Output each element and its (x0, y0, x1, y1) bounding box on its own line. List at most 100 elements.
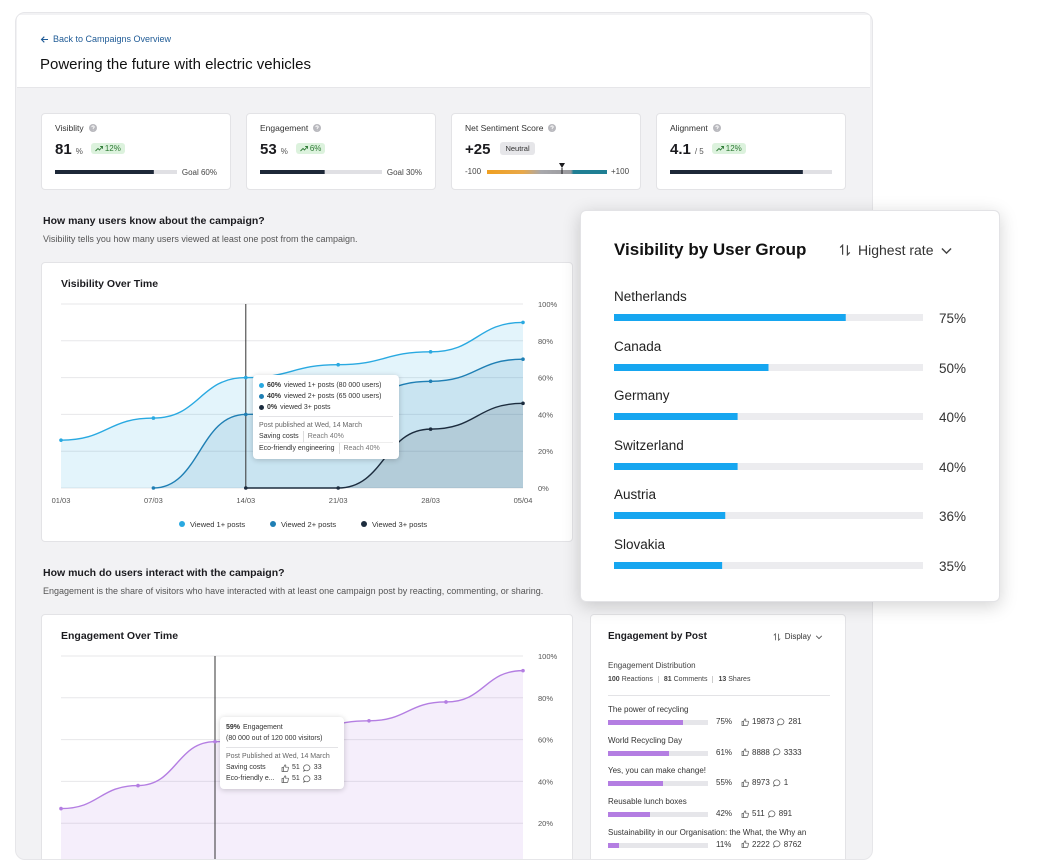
kpi-value-row: 53% 6% (260, 141, 326, 158)
tooltip-swatch (259, 405, 264, 410)
item-likes: 51 (292, 764, 300, 771)
group-name: Slovakia (614, 537, 666, 552)
engagement-chart-card: Engagement Over Time 20% 40% 60% 80% 100% 59% E… (41, 614, 573, 859)
post-bar-fill (608, 781, 663, 787)
comment-icon (773, 779, 781, 787)
tooltip-line: 0% viewed 3+ posts (259, 402, 393, 413)
post-stats: 42% 511 891 (716, 809, 792, 818)
post-value: 11% (716, 839, 732, 849)
legend-swatch (361, 521, 367, 527)
data-point (428, 350, 433, 354)
comment-shape (777, 717, 785, 726)
kpi-value: 4.1 (670, 141, 691, 158)
divider (608, 695, 830, 696)
change-pill: 6% (295, 143, 326, 154)
data-point (521, 357, 525, 361)
comment-icon (768, 810, 776, 818)
x-tick-label: 01/03 (52, 496, 71, 505)
swatch-dot (259, 405, 264, 410)
kpi-value-row: +25 Neutral (465, 141, 535, 158)
post-name: The power of recycling (608, 705, 689, 714)
stat: 13 Shares (712, 676, 755, 683)
like-shape (741, 840, 749, 849)
change-pill: 12% (711, 143, 746, 154)
data-point (151, 486, 156, 490)
section-description: Visibility tells you how many users view… (43, 234, 358, 244)
kpi-label: Visiblity (55, 123, 84, 133)
post-name: Reusable lunch boxes (608, 797, 687, 807)
post-stats: 55% 8973 1 (716, 778, 788, 787)
post-likes: 8888 (752, 747, 770, 757)
like-icon (741, 748, 749, 757)
comment-icon (773, 840, 781, 849)
section-heading: How many users know about the campaign? (43, 215, 265, 227)
chart-title: Visibility Over Time (61, 278, 158, 290)
tooltip-swatch (259, 394, 264, 399)
post-bar (608, 720, 708, 725)
like-icon (741, 779, 749, 787)
kpi-label: Net Sentiment Score (465, 123, 544, 133)
card-title: Visibility by User Group (614, 240, 807, 259)
data-point (336, 486, 341, 490)
display-control[interactable]: Display (773, 632, 823, 641)
kpi-progress (55, 170, 177, 174)
x-tick-label: 07/03 (144, 496, 163, 505)
sort-label: Highest rate (858, 242, 934, 258)
post-bar (608, 750, 708, 756)
group-bar-track (614, 512, 923, 520)
tooltip-item: Eco-friendly engineering Reach 40% (259, 442, 393, 454)
y-tick-label: 60% (538, 374, 553, 383)
scale-max-label: +100 (611, 167, 630, 176)
item-reach: Reach 40% (338, 443, 380, 454)
group-bar-fill (614, 512, 726, 520)
kpi-label: Engagement (260, 123, 309, 133)
help-icon (88, 124, 97, 132)
kpi-value-row: 4.1/ 5 12% (670, 141, 746, 158)
back-arrow-shape (40, 35, 48, 43)
group-name: Switzerland (614, 437, 684, 453)
kpi-label-row: Visiblity (55, 123, 97, 133)
kpi-card: Net Sentiment Score +25 Neutral -100 +100 (451, 113, 641, 190)
group-bar (614, 363, 923, 371)
tooltip-detail: (80 000 out of 120 000 visitors) (226, 735, 323, 742)
legend-label: Viewed 3+ posts (372, 520, 427, 529)
back-link[interactable]: Back to Campaigns Overview (40, 34, 171, 44)
post-stats: 11% 2222 8762 (716, 840, 802, 849)
chart-title: Engagement Over Time (61, 630, 178, 642)
post-likes: 2222 (752, 839, 770, 849)
post-value: 61% (716, 747, 733, 757)
x-tick-label: 21/03 (329, 496, 348, 505)
kpi-unit: / 5 (694, 147, 704, 156)
post-bar-fill (608, 842, 619, 848)
data-point (151, 416, 156, 420)
tooltip-post: Post published at Wed, 14 March (259, 422, 362, 429)
group-bar-fill (614, 413, 738, 421)
y-tick-label: 20% (538, 819, 553, 828)
visibility-chart-card: Visibility Over Time 0% 20% 40% 60% 80% 100% 01… (41, 262, 573, 542)
change-value: 12% (725, 144, 742, 153)
x-tick-label: 14/03 (236, 496, 255, 505)
x-tick-label: 28/03 (421, 496, 440, 505)
tooltip-line: 40% viewed 2+ posts (65 000 users) (259, 391, 393, 402)
kpi-value: 81 (55, 141, 72, 158)
item-likes: 51 (292, 775, 300, 782)
tooltip-value: 0% (267, 404, 278, 411)
kpi-card: Alignment 4.1/ 5 12% (656, 113, 846, 190)
help-icon (712, 124, 721, 132)
trend-icon (94, 146, 103, 152)
chevron-shape (941, 247, 953, 254)
comment-icon (303, 774, 311, 783)
tooltip-text: viewed 2+ posts (65 000 users) (284, 393, 382, 400)
post-bar-fill (608, 750, 669, 756)
sort-icon (839, 244, 851, 256)
tooltip-text: viewed 3+ posts (280, 404, 331, 411)
post-bar (608, 781, 708, 787)
item-comments: 33 (313, 775, 322, 782)
group-name: Germany (614, 388, 670, 404)
sort-control[interactable]: Highest rate (839, 242, 953, 258)
post-value: 42% (716, 809, 733, 819)
help-icon (548, 124, 557, 132)
group-value: 50% (938, 360, 966, 376)
like-icon (741, 810, 749, 818)
kpi-label: Alignment (670, 123, 708, 133)
